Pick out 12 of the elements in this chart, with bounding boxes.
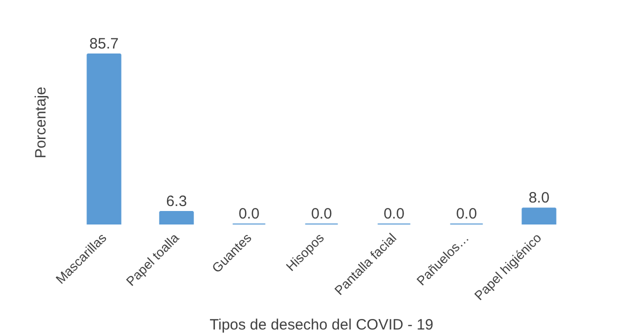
bar	[522, 208, 556, 224]
bar	[86, 54, 122, 224]
data-label: 0.0	[311, 206, 332, 222]
data-label: 8.0	[528, 190, 550, 207]
data-label: 0.0	[456, 206, 477, 222]
bar	[159, 211, 194, 224]
y-axis-title: Porcentaje	[32, 86, 50, 158]
x-axis-title: Tipos de desecho del COVID - 19	[210, 316, 434, 334]
data-label: 0.0	[238, 206, 260, 222]
data-label: 85.7	[89, 36, 119, 52]
data-label: 0.0	[384, 206, 404, 222]
data-label: 6.3	[166, 193, 187, 210]
